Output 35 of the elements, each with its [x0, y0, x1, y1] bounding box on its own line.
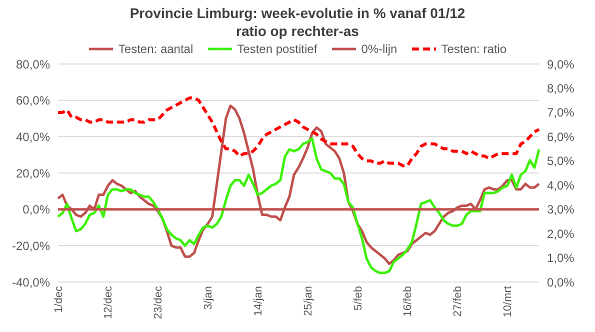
legend-label: Testen: ratio — [441, 42, 507, 56]
y2-tick-label: 9,0% — [547, 57, 575, 72]
y-tick-label: 80,0% — [16, 57, 50, 72]
legend-label: Testen postitief — [237, 42, 318, 56]
x-tick-label: 23/dec — [152, 286, 165, 320]
y2-tick-label: 3,0% — [547, 202, 575, 217]
line-series — [56, 137, 540, 274]
legend-label: Testen: aantal — [118, 42, 194, 56]
x-tick-label: 10/mrt — [502, 286, 514, 318]
y-tick-label: 20,0% — [16, 166, 50, 180]
x-tick-label: 3/jan — [202, 286, 215, 310]
y2-tick-label: 6,0% — [547, 130, 575, 144]
chart-title: Provincie Limburg: week-evolutie in % vanaf 01/12 — [128, 4, 466, 22]
x-tick-label: 16/feb — [402, 286, 414, 317]
x-tick-label: 1/dec — [52, 286, 65, 313]
y-tick-label: -40,0% — [12, 275, 50, 290]
legend-label: 0%-lijn — [361, 42, 398, 56]
x-tick-label: 14/jan — [252, 286, 264, 316]
y2-tick-label: 2,0% — [547, 226, 575, 241]
y-tick-label: 0,0% — [22, 202, 50, 217]
y2-tick-label: 4,0% — [547, 178, 575, 192]
x-tick-label: 27/feb — [452, 286, 464, 317]
x-tick-label: 5/feb — [352, 286, 364, 310]
y-tick-label: 60,0% — [16, 94, 50, 108]
y-tick-label: -20,0% — [12, 238, 50, 253]
y2-tick-label: 0,0% — [547, 275, 575, 290]
x-tick-label: 25/jan — [302, 286, 314, 316]
y2-tick-label: 1,0% — [547, 251, 575, 266]
line-series — [56, 96, 540, 168]
chart-subtitle: ratio op rechter-as — [235, 22, 360, 40]
x-tick-label: 12/dec — [102, 286, 115, 320]
y-tick-label: 40,0% — [16, 130, 50, 144]
y2-tick-label: 8,0% — [547, 81, 575, 96]
y2-tick-label: 5,0% — [547, 154, 575, 168]
y2-tick-label: 7,0% — [547, 106, 575, 120]
